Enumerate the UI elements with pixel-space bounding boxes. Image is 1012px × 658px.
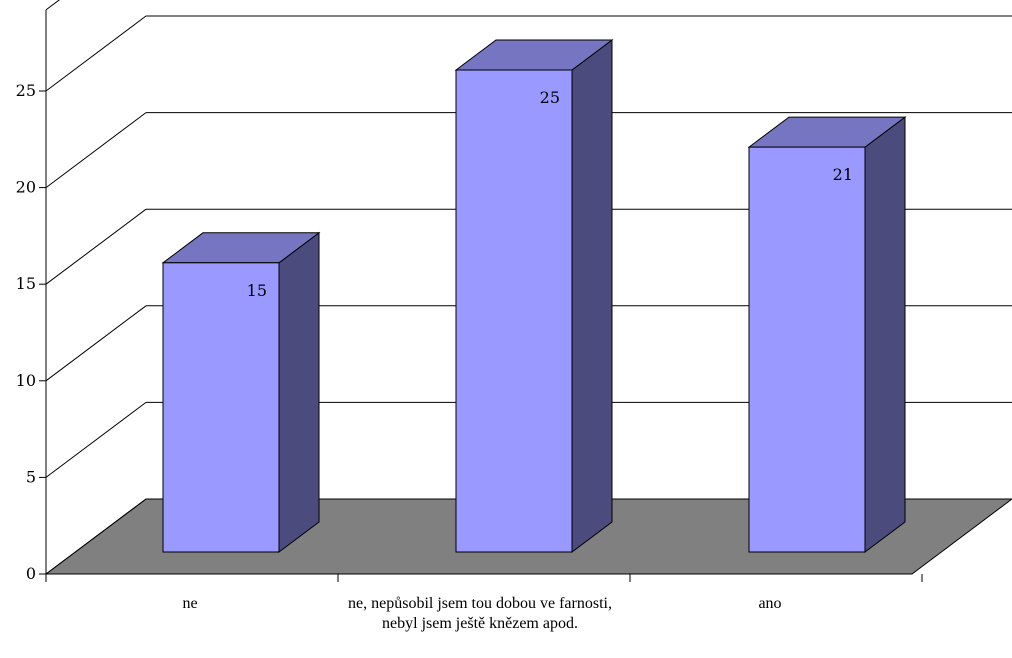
data-label-2: 21 <box>833 165 853 184</box>
y-tick-label-20: 20 <box>16 178 36 197</box>
side-gridline-25 <box>45 15 147 92</box>
category-label-ne-nepusobil: ne, nepůsobil jsem tou dobou ve farnosti… <box>348 595 612 632</box>
y-tick-label-10: 10 <box>16 371 36 390</box>
side-gridline-10 <box>45 305 147 382</box>
bar-2-front <box>748 146 866 553</box>
side-gridline-0 <box>45 498 147 575</box>
bar-2-side <box>864 116 906 553</box>
bar-1-side <box>571 39 613 553</box>
category-label-ano: ano <box>758 595 782 612</box>
data-label-0: 15 <box>247 281 267 300</box>
bar-1-front <box>455 69 573 553</box>
y-tick-label-0: 0 <box>26 564 36 583</box>
bar-0-side <box>278 231 320 553</box>
side-gridline-5 <box>45 401 147 478</box>
side-gridline-top <box>45 0 60 11</box>
y-tick-label-25: 25 <box>16 81 36 100</box>
side-gridline-15 <box>45 208 147 285</box>
y-tick-label-15: 15 <box>16 274 36 293</box>
bar-0-front <box>162 262 280 553</box>
y-tick-label-5: 5 <box>26 467 36 486</box>
data-label-1: 25 <box>540 88 560 107</box>
side-gridline-20 <box>45 112 147 189</box>
category-label-ne: ne <box>182 595 198 612</box>
